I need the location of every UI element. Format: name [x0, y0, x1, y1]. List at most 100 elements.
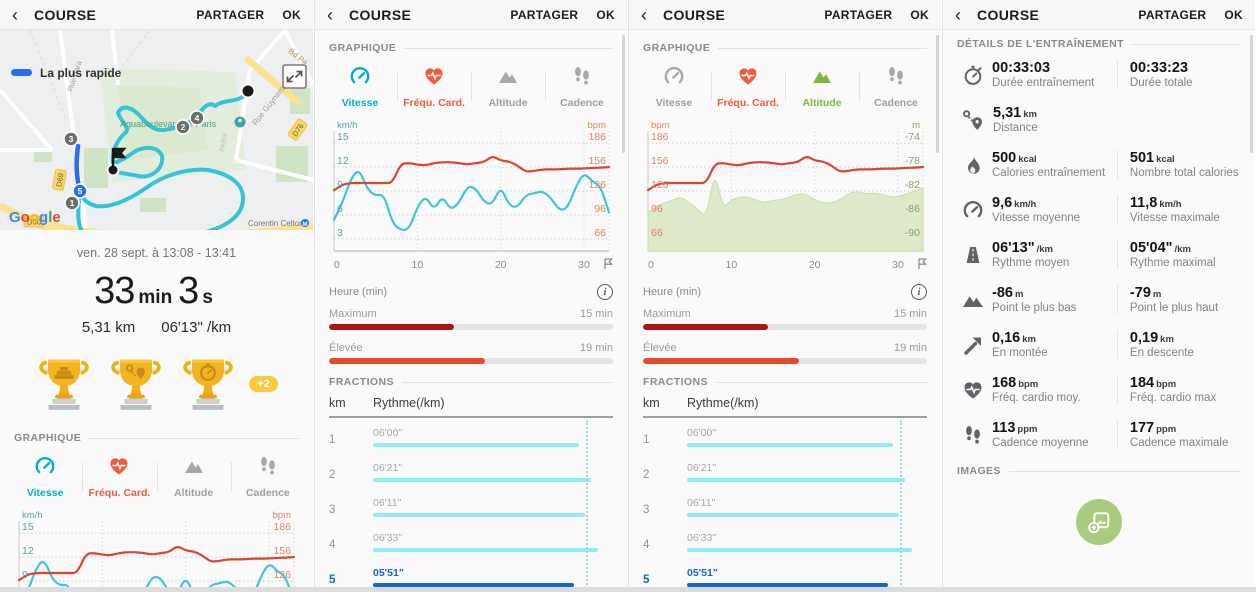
ok-button[interactable]: OK [1224, 7, 1243, 22]
tab-vitesse[interactable]: Vitesse [323, 60, 397, 115]
trophy-row[interactable]: +2 [0, 348, 313, 420]
panel-altitude-chart: ‹ COURSE PARTAGER OK GRAPHIQUE Vitesse Fr… [628, 0, 941, 592]
section-fractions-3: FRACTIONS [629, 376, 941, 388]
svg-text:12: 12 [22, 545, 34, 557]
route-marker-1[interactable]: 1 [64, 195, 80, 211]
route-marker-3[interactable]: 3 [63, 131, 79, 147]
stopwatch-trophy-icon[interactable] [179, 352, 237, 417]
fraction-row-4: 4 06'33" [643, 523, 927, 558]
share-button[interactable]: PARTAGER [196, 7, 265, 22]
zone-label: Élevée [643, 342, 677, 354]
zone-bar-fill [643, 358, 800, 364]
back-chevron-icon[interactable]: ‹ [955, 4, 961, 25]
hr-zones: Maximum 15 min Élevée 19 min [315, 300, 627, 364]
mountain-trophy-icon[interactable] [35, 352, 93, 417]
page-title: COURSE [34, 6, 97, 23]
back-chevron-icon[interactable]: ‹ [327, 4, 333, 25]
google-logo[interactable]: Google [9, 209, 61, 226]
tab-freq[interactable]: Fréqu. Card. [711, 60, 785, 115]
tab-vitesse[interactable]: Vitesse [8, 450, 82, 505]
average-pace-line [586, 420, 589, 592]
stat-cell: 0,16 km En montée [992, 330, 1117, 359]
ok-button[interactable]: OK [910, 7, 929, 22]
scrollbar[interactable] [1250, 35, 1253, 153]
tab-cadence[interactable]: Cadence [859, 60, 933, 115]
tab-altitude[interactable]: Altitude [785, 60, 859, 115]
route-marker-5[interactable]: 5 [72, 183, 88, 199]
ok-button[interactable]: OK [596, 7, 615, 22]
scrollbar[interactable] [936, 35, 939, 153]
share-button[interactable]: PARTAGER [1138, 7, 1207, 22]
stat-label: En descente [1129, 347, 1194, 359]
tab-vitesse[interactable]: Vitesse [637, 60, 711, 115]
fraction-row-5: 5 05'51" [329, 558, 613, 592]
stat-cell: 113 ppm Cadence moyenne [992, 420, 1117, 449]
stat-value: 0,16 km [992, 330, 1036, 346]
stat-value: 113 ppm [992, 420, 1038, 436]
svg-text:D50: D50 [27, 218, 41, 227]
tab-cadence[interactable]: Cadence [545, 60, 619, 115]
freq-icon [107, 454, 131, 483]
section-graphique-1: GRAPHIQUE [0, 432, 313, 444]
footprints-icon [953, 423, 992, 447]
stat-cell: 177 ppm Cadence maximale [1116, 420, 1249, 449]
info-icon[interactable]: i [911, 284, 927, 300]
hr-zone-maximum: Maximum 15 min [329, 308, 613, 330]
svg-text:156: 156 [651, 155, 669, 167]
fraction-row-2: 2 06'21" [329, 453, 613, 488]
back-chevron-icon[interactable]: ‹ [641, 4, 647, 25]
x-axis-label: Heure (min) [329, 286, 388, 298]
stat-cell: 11,8 km/h Vitesse maximale [1116, 195, 1249, 224]
add-image-button[interactable] [1076, 499, 1122, 545]
panel-details: ‹ COURSE PARTAGER OK DÉTAILS DE L'ENTRAÎ… [942, 0, 1255, 592]
zone-bar-fill [329, 358, 486, 364]
svg-text:186: 186 [273, 521, 291, 533]
fraction-bar [687, 583, 888, 587]
svg-text:126: 126 [273, 569, 291, 581]
scrollbar[interactable] [622, 35, 625, 153]
detail-row-heart: 168 bpm Fréq. cardio moy. 184 bpm Fréq. ca… [953, 367, 1249, 412]
svg-text:4: 4 [195, 113, 200, 123]
svg-text:9: 9 [22, 569, 28, 581]
svg-text:D69: D69 [54, 172, 65, 187]
tab-freq[interactable]: Fréqu. Card. [82, 450, 156, 505]
share-button[interactable]: PARTAGER [824, 7, 893, 22]
stat-value: 501 kcal [1129, 150, 1175, 166]
tab-altitude[interactable]: Altitude [471, 60, 545, 115]
tab-cadence[interactable]: Cadence [230, 450, 305, 505]
detail-row-footprints: 113 ppm Cadence moyenne 177 ppm Cadence ma… [953, 412, 1249, 457]
section-images: IMAGES [943, 465, 1255, 477]
route-marker-2[interactable]: 2 [175, 119, 191, 135]
hr-zones: Maximum 15 min Élevée 19 min [629, 300, 941, 364]
ok-button[interactable]: OK [282, 7, 301, 22]
share-button[interactable]: PARTAGER [510, 7, 579, 22]
back-chevron-icon[interactable]: ‹ [12, 4, 18, 25]
svg-text:M: M [303, 222, 308, 228]
stat-label: Fréq. cardio max [1129, 392, 1217, 404]
svg-text:-90: -90 [905, 227, 920, 239]
col-km: km [643, 396, 660, 410]
section-graphique-2: GRAPHIQUE [315, 42, 627, 54]
tab-freq[interactable]: Fréqu. Card. [397, 60, 471, 115]
fraction-bar [373, 583, 574, 587]
tab-altitude[interactable]: Altitude [156, 450, 231, 505]
info-icon[interactable]: i [597, 284, 613, 300]
fraction-km: 1 [329, 434, 336, 446]
vitesse-icon [662, 64, 686, 93]
route-trophy-icon[interactable] [107, 352, 165, 417]
freq-icon [736, 64, 760, 93]
altitude-hr-chart: bpm m 66 96 126 156 186 -90 -86 -82 -78 -74 0 10 20 30 [646, 120, 927, 271]
fraction-pace: 05'51" [687, 567, 718, 579]
stat-value: 00:33:23 [1129, 60, 1188, 76]
detail-row-arrow-up-right: 0,16 km En montée 0,19 km En descente [953, 322, 1249, 367]
route-marker-4[interactable]: 4 [189, 110, 205, 126]
route-map[interactable]: Aquaboulevard de Paris Boulevard des Frè… [0, 28, 313, 256]
more-trophies-badge[interactable]: +2 [249, 376, 278, 392]
map-expand-button[interactable] [282, 64, 307, 89]
fraction-pace: 06'00" [687, 427, 717, 439]
fractions-table: km Rythme(/km) 1 06'00" 2 06'21" 3 06'11" … [315, 388, 627, 592]
svg-text:0: 0 [648, 259, 654, 271]
fraction-km: 3 [643, 504, 650, 516]
workout-date-range: ven. 28 sept. à 13:08 - 13:41 [76, 246, 237, 260]
